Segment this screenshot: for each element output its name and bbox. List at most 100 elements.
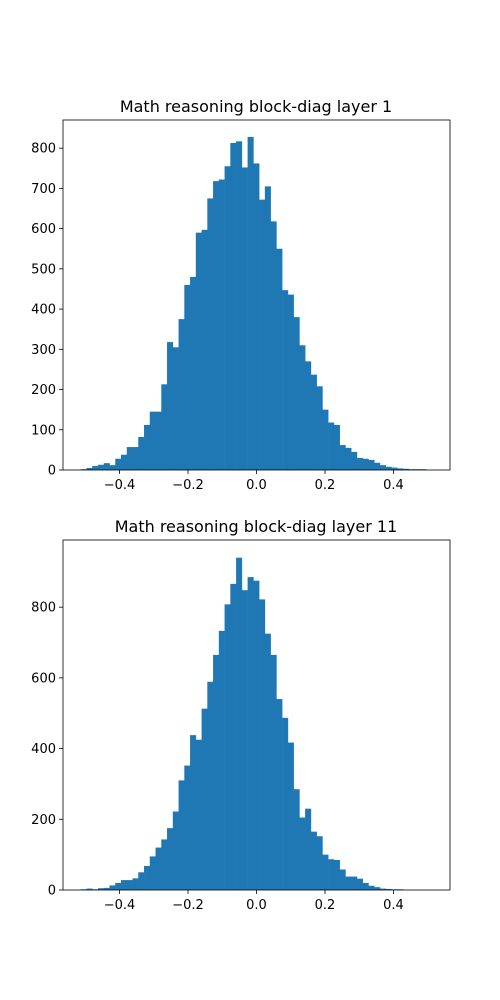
histogram-bar <box>218 630 225 890</box>
histogram-bar <box>385 466 392 470</box>
histogram-bar <box>310 374 317 470</box>
histogram-bar <box>184 765 191 890</box>
x-tick-label: −0.2 <box>172 478 204 493</box>
chart-title-top: Math reasoning block-diag layer 1 <box>120 97 392 116</box>
histogram-bar <box>241 590 248 890</box>
histogram-bar <box>190 276 197 470</box>
histogram-bar <box>276 248 283 470</box>
histogram-bar <box>339 869 346 890</box>
bars-bottom <box>80 557 404 890</box>
histogram-bar <box>121 880 128 890</box>
histogram-bar <box>264 186 271 470</box>
histogram-bar <box>103 463 110 470</box>
histogram-bar <box>351 451 358 470</box>
histogram-bar <box>276 699 283 890</box>
histogram-top: Math reasoning block-diag layer 1 −0.4 −0… <box>31 97 451 493</box>
histogram-bar <box>161 384 168 470</box>
plot-frame-bottom <box>62 539 451 891</box>
y-tick-label: 100 <box>31 423 56 438</box>
histogram-bottom: Math reasoning block-diag layer 11 −0.4 −… <box>31 517 451 913</box>
histogram-bar <box>236 557 243 890</box>
y-tick-label: 400 <box>31 742 56 757</box>
histogram-bar <box>178 319 185 470</box>
histogram-bar <box>138 437 145 470</box>
histogram-bar <box>126 880 133 890</box>
x-tick-label: −0.4 <box>104 478 136 493</box>
histogram-bar <box>178 780 185 890</box>
histogram-bar <box>328 859 335 890</box>
histogram-bar <box>115 882 122 890</box>
histogram-bar <box>356 878 363 890</box>
histogram-bar <box>172 347 179 470</box>
y-tick-label: 800 <box>31 142 56 157</box>
y-ticks-bottom: 0 200 400 600 800 <box>31 601 63 899</box>
histogram-bar <box>259 599 266 890</box>
x-tick-label: −0.4 <box>104 898 136 913</box>
histogram-bar <box>167 828 174 890</box>
histogram-bar <box>259 199 266 470</box>
bars-top <box>80 136 427 471</box>
histogram-bar <box>299 345 306 470</box>
histogram-bar <box>264 633 271 890</box>
histogram-bar <box>322 409 329 470</box>
histogram-bar <box>201 708 208 890</box>
histogram-bar <box>132 447 139 470</box>
histogram-bar <box>98 464 105 470</box>
histogram-bar <box>149 856 156 890</box>
histogram-bar <box>218 179 225 471</box>
histogram-bar <box>402 468 409 470</box>
x-tick-label: −0.2 <box>172 898 204 913</box>
histogram-bar <box>287 742 294 890</box>
histogram-bar <box>103 887 110 890</box>
y-tick-label: 200 <box>31 813 56 828</box>
histogram-bar <box>109 885 116 890</box>
histogram-bar <box>282 717 289 890</box>
histogram-bar <box>236 141 243 470</box>
y-tick-label: 200 <box>31 383 56 398</box>
histogram-bar <box>92 465 99 470</box>
histogram-bar <box>144 424 151 470</box>
histogram-bar <box>86 888 93 890</box>
histogram-bar <box>328 422 335 470</box>
histogram-bar <box>305 808 312 890</box>
histogram-bar <box>155 411 162 470</box>
x-tick-label: 0.4 <box>383 898 404 913</box>
histogram-bar <box>305 361 312 470</box>
chart-title-bottom: Math reasoning block-diag layer 11 <box>115 517 398 536</box>
y-ticks-top: 0 100 200 300 400 500 600 700 800 <box>31 142 63 479</box>
y-tick-label: 0 <box>48 884 56 899</box>
histogram-bar <box>224 604 231 890</box>
y-tick-label: 0 <box>48 464 56 479</box>
y-tick-label: 600 <box>31 671 56 686</box>
histogram-bar <box>98 888 105 890</box>
histogram-bar <box>379 465 386 470</box>
x-tick-label: 0.2 <box>315 478 336 493</box>
histogram-bar <box>207 681 214 890</box>
y-tick-label: 300 <box>31 343 56 358</box>
histogram-bar <box>345 447 352 470</box>
histogram-bar <box>391 467 398 470</box>
x-tick-label: 0.0 <box>246 898 267 913</box>
histogram-bar <box>126 447 133 470</box>
histogram-bar <box>184 284 191 470</box>
histogram-bar <box>195 739 202 890</box>
x-tick-label: 0.4 <box>383 478 404 493</box>
histogram-bar <box>213 181 220 470</box>
plot-frame-top <box>62 119 451 471</box>
histogram-bar <box>368 885 375 890</box>
histogram-bar <box>149 411 156 470</box>
histogram-bar <box>190 735 197 890</box>
histogram-bar <box>299 817 306 890</box>
histogram-bar <box>345 876 352 890</box>
histogram-bar <box>247 577 254 890</box>
histogram-bar <box>109 465 116 470</box>
histogram-bar <box>132 878 139 890</box>
y-tick-label: 600 <box>31 222 56 237</box>
histogram-bar <box>310 831 317 890</box>
x-tick-label: 0.2 <box>315 898 336 913</box>
histogram-bar <box>224 166 231 470</box>
histogram-bar <box>86 467 93 470</box>
histogram-bar <box>333 424 340 470</box>
histogram-bar <box>270 221 277 470</box>
